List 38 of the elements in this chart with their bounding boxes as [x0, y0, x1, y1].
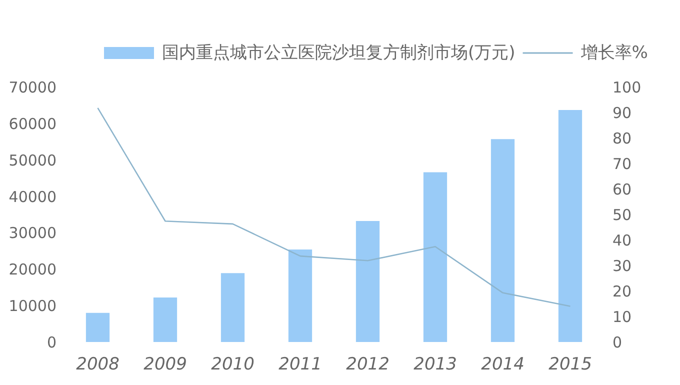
x-tick-label: 2015 — [548, 354, 592, 374]
bar — [423, 172, 448, 342]
legend-label: 增长率% — [580, 43, 648, 63]
y2-tick-label: 40 — [612, 232, 632, 250]
y-tick-label: 20000 — [8, 260, 56, 279]
y2-tick-label: 90 — [612, 104, 632, 122]
y2-tick-label: 10 — [612, 308, 632, 326]
y2-tick-label: 80 — [612, 130, 632, 148]
y-tick-label: 70000 — [8, 78, 56, 96]
bar — [153, 298, 178, 342]
x-tick-label: 2008 — [76, 354, 120, 374]
bar — [490, 139, 515, 342]
x-tick-label: 2011 — [278, 354, 322, 374]
y-tick-label: 50000 — [8, 151, 56, 170]
x-tick-label: 2010 — [211, 354, 254, 374]
y-tick-label: 60000 — [8, 114, 56, 133]
y-tick-label: 10000 — [8, 297, 56, 316]
y2-tick-label: 100 — [612, 78, 642, 96]
x-tick-label: 2014 — [481, 354, 524, 374]
y2-tick-label: 70 — [612, 155, 632, 173]
y2-tick-label: 30 — [612, 257, 632, 275]
y-tick-label: 0 — [46, 334, 56, 352]
bar — [356, 221, 380, 342]
line-series — [97, 107, 571, 307]
bar — [558, 110, 582, 342]
y-tick-label: 30000 — [8, 224, 56, 242]
y-tick-label: 40000 — [8, 188, 56, 206]
y2-tick-label: 0 — [612, 334, 622, 352]
bar — [220, 273, 245, 342]
x-tick-label: 2012 — [346, 354, 390, 374]
legend-label: 国内重点城市公立医院沙坦复方制剂市场(万元) — [162, 43, 516, 63]
bar — [86, 312, 110, 342]
x-tick-label: 2013 — [414, 354, 457, 374]
y2-tick-label: 60 — [612, 180, 632, 198]
bar — [288, 249, 312, 342]
x-tick-label: 2009 — [144, 354, 187, 374]
y2-tick-label: 20 — [612, 282, 632, 300]
y2-tick-label: 50 — [612, 206, 632, 224]
